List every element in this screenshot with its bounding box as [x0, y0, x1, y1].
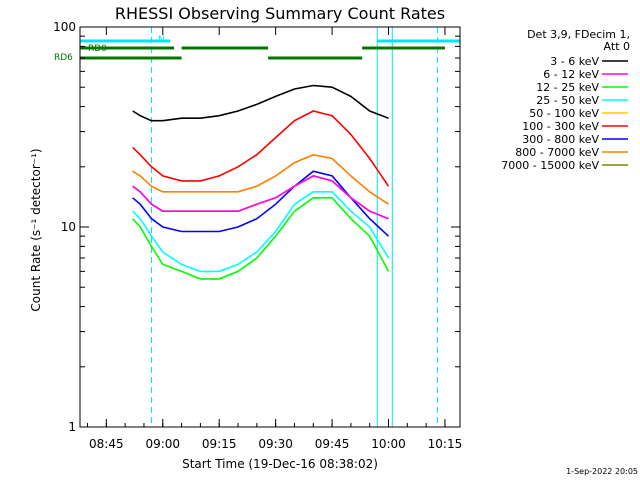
- plot-frame: [79, 26, 461, 428]
- legend-label-7: 800 - 7000 keV: [515, 146, 599, 159]
- legend-label-8: 7000 - 15000 keV: [501, 159, 599, 172]
- x-tick-label-5: 10:00: [371, 437, 406, 451]
- series-line-2: [132, 197, 390, 280]
- y-axis-label: Count Rate (s⁻¹ detector⁻¹): [29, 148, 43, 311]
- x-tick-label-2: 09:15: [202, 437, 237, 451]
- legend-header-line-1: Det 3,9, FDecim 1,: [527, 28, 630, 41]
- legend-label-0: 3 - 6 keV: [550, 55, 599, 68]
- x-axis-label: Start Time (19-Dec-16 08:38:02): [182, 457, 378, 471]
- y-tick-label-1: 10: [61, 220, 76, 234]
- generated-timestamp: 1-Sep-2022 20:05: [566, 467, 638, 476]
- series-line-5: [132, 110, 390, 187]
- series-line-3: [132, 191, 390, 273]
- legend-header-line-2: Att 0: [604, 40, 630, 53]
- x-tick-label-6: 10:15: [428, 437, 463, 451]
- legend-label-2: 12 - 25 keV: [536, 81, 599, 94]
- x-tick-label-4: 09:45: [315, 437, 350, 451]
- y-tick-label-2: 100: [53, 20, 76, 34]
- series-line-0: [132, 84, 389, 122]
- x-tick-label-1: 09:00: [145, 437, 180, 451]
- legend-label-4: 50 - 100 keV: [529, 107, 599, 120]
- series-line-6: [132, 170, 390, 237]
- legend-label-5: 100 - 300 keV: [522, 120, 599, 133]
- x-tick-label-3: 09:30: [258, 437, 293, 451]
- rd6-label: RD6: [54, 53, 73, 63]
- x-tick-label-0: 08:45: [89, 437, 124, 451]
- legend-label-3: 25 - 50 keV: [536, 94, 599, 107]
- series-line-1: [132, 175, 389, 220]
- legend-label-1: 6 - 12 keV: [543, 68, 599, 81]
- legend-label-6: 300 - 800 keV: [522, 133, 599, 146]
- y-tick-label-0: 1: [68, 420, 76, 434]
- chart-title: RHESSI Observing Summary Count Rates: [115, 4, 445, 23]
- series-line-7: [132, 153, 389, 205]
